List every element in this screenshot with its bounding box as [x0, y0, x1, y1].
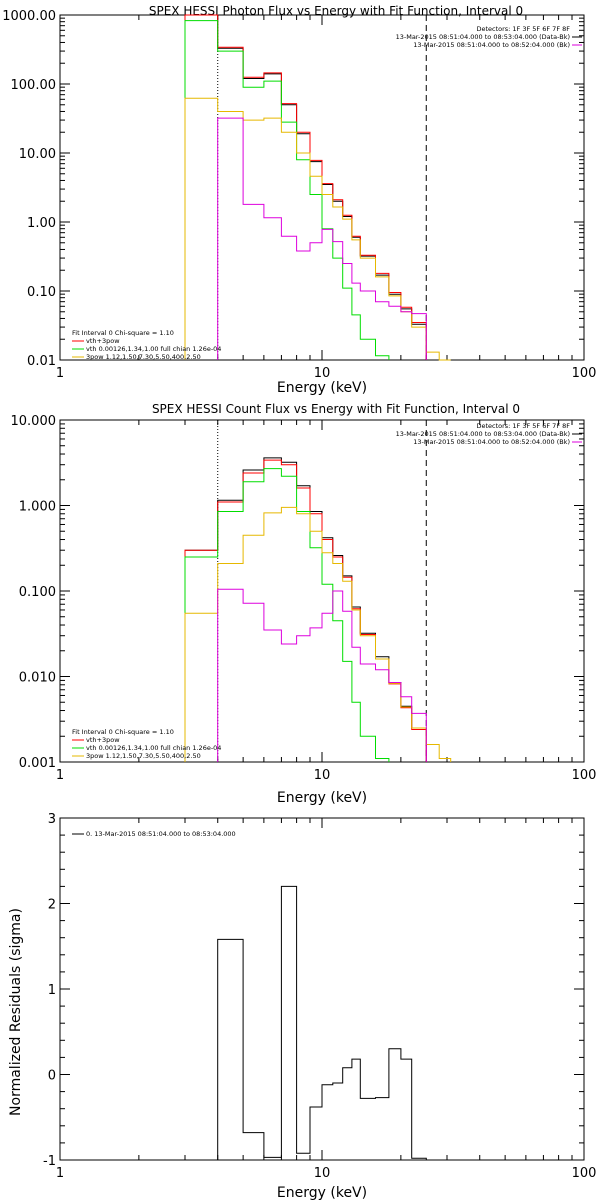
photon-y-tick-label: 1.00 — [27, 216, 56, 231]
residuals-axes: 1 10 100 -1 0 1 2 3 — [43, 812, 596, 1181]
count-header-data-interval: 13-Mar-2015 08:51:04.000 to 08:53:04.000… — [396, 430, 570, 438]
photon-header: Detectors: 1F 3F 5F 6F 7F 8F 13-Mar-2015… — [396, 25, 582, 49]
residuals-x-tick-label: 100 — [572, 1166, 597, 1181]
residuals-x-tick-label: 10 — [314, 1166, 331, 1181]
count-legend-3pow: 3pow 1.12,1.50,7.30,5.50,400,2.50 — [86, 752, 201, 760]
photon-y-tick-label: 10.00 — [19, 147, 56, 162]
count-header: Detectors: 1F 3F 5F 6F 7F 8F 13-Mar-2015… — [396, 422, 582, 446]
count-y-tick-label: 10.000 — [11, 414, 57, 429]
photon-legend-fit: Fit Interval 0 Chi-square = 1.10 — [72, 329, 174, 337]
count-legend: Fit Interval 0 Chi-square = 1.10 vth+3po… — [72, 728, 221, 760]
photon-y-tick-label: 0.10 — [27, 285, 56, 300]
count-header-bk-interval: 13-Mar-2015 08:51:04.000 to 08:52:04.000… — [413, 438, 570, 446]
count-x-tick-label: 100 — [572, 768, 597, 783]
count-panel-title: SPEX HESSI Count Flux vs Energy with Fit… — [152, 402, 520, 416]
residuals-legend-interval: 0. 13-Mar-2015 08:51:04.000 to 08:53:04.… — [86, 830, 236, 838]
photon-header-detectors: Detectors: 1F 3F 5F 6F 7F 8F — [476, 25, 570, 33]
count-y-tick-label: 0.010 — [19, 671, 56, 686]
residuals-panel: 1 10 100 -1 0 1 2 3 Energy (keV) Normalized Res… — [8, 812, 596, 1200]
count-series-4 — [217, 588, 427, 762]
photon-header-data-interval: 13-Mar-2015 08:51:04.000 to 08:53:04.000… — [396, 33, 570, 41]
count-flux-panel: SPEX HESSI Count Flux vs Energy with Fit… — [11, 402, 597, 806]
photon-x-axis-label: Energy (keV) — [277, 380, 367, 396]
count-header-detectors: Detectors: 1F 3F 5F 6F 7F 8F — [476, 422, 570, 430]
count-series — [184, 457, 452, 762]
photon-legend-vth3pow: vth+3pow — [86, 337, 120, 345]
residuals-x-tick-label: 1 — [56, 1166, 64, 1181]
residuals-x-axis-label: Energy (keV) — [277, 1185, 367, 1200]
count-x-tick-label: 10 — [314, 768, 331, 783]
count-series-2 — [184, 468, 390, 762]
photon-legend: Fit Interval 0 Chi-square = 1.10 vth+3po… — [72, 329, 221, 361]
count-plot-frame — [59, 419, 585, 763]
photon-y-tick-label: 1000.00 — [2, 9, 56, 24]
residuals-series-0 — [217, 885, 427, 1160]
photon-x-tick-label: 100 — [572, 366, 597, 381]
residuals-y-tick-label: -1 — [43, 1154, 56, 1169]
photon-series-4 — [217, 117, 427, 360]
photon-legend-3pow: 3pow 1.12,1.50,7.30,5.50,400,2.50 — [86, 353, 201, 361]
count-series-0 — [184, 457, 427, 762]
photon-panel-title: SPEX HESSI Photon Flux vs Energy with Fi… — [149, 4, 523, 18]
photon-series-1 — [184, 14, 427, 360]
residuals-plot-frame — [59, 817, 585, 1161]
residuals-y-tick-label: 2 — [48, 898, 56, 913]
count-y-tick-label: 0.001 — [19, 756, 56, 771]
residuals-y-tick-label: 1 — [48, 983, 56, 998]
count-series-3 — [184, 506, 452, 762]
count-legend-vth: vth 0.00126,1.34,1.00 full chian 1.26e-0… — [86, 744, 221, 752]
residuals-y-tick-label: 3 — [48, 812, 56, 827]
photon-series-0 — [184, 14, 427, 360]
photon-axes: 1 10 100 0.01 0.10 1.00 10.00 100.00 1000.00 — [2, 9, 596, 381]
residuals-y-axis-label: Normalized Residuals (sigma) — [8, 908, 24, 1116]
photon-x-tick-label: 10 — [314, 366, 331, 381]
count-x-axis-label: Energy (keV) — [277, 790, 367, 806]
count-y-tick-label: 0.100 — [19, 585, 56, 600]
photon-series — [184, 14, 451, 361]
count-y-tick-label: 1.000 — [19, 500, 56, 515]
residuals-legend: 0. 13-Mar-2015 08:51:04.000 to 08:53:04.… — [72, 830, 236, 838]
residuals-y-tick-label: 0 — [48, 1069, 56, 1084]
count-x-tick-label: 1 — [56, 768, 64, 783]
photon-legend-vth: vth 0.00126,1.34,1.00 full chian 1.26e-0… — [86, 345, 221, 353]
residuals-series — [217, 885, 427, 1160]
photon-x-tick-label: 1 — [56, 366, 64, 381]
count-legend-fit: Fit Interval 0 Chi-square = 1.10 — [72, 728, 174, 736]
photon-flux-panel: SPEX HESSI Photon Flux vs Energy with Fi… — [2, 4, 596, 396]
photon-series-3 — [184, 97, 451, 361]
photon-header-bk-interval: 13-Mar-2015 08:51:04.000 to 08:52:04.000… — [413, 41, 570, 49]
photon-y-tick-label: 0.01 — [27, 354, 56, 369]
count-legend-vth3pow: vth+3pow — [86, 736, 120, 744]
count-series-1 — [184, 459, 427, 762]
photon-series-2 — [184, 20, 390, 360]
photon-y-tick-label: 100.00 — [11, 78, 57, 93]
